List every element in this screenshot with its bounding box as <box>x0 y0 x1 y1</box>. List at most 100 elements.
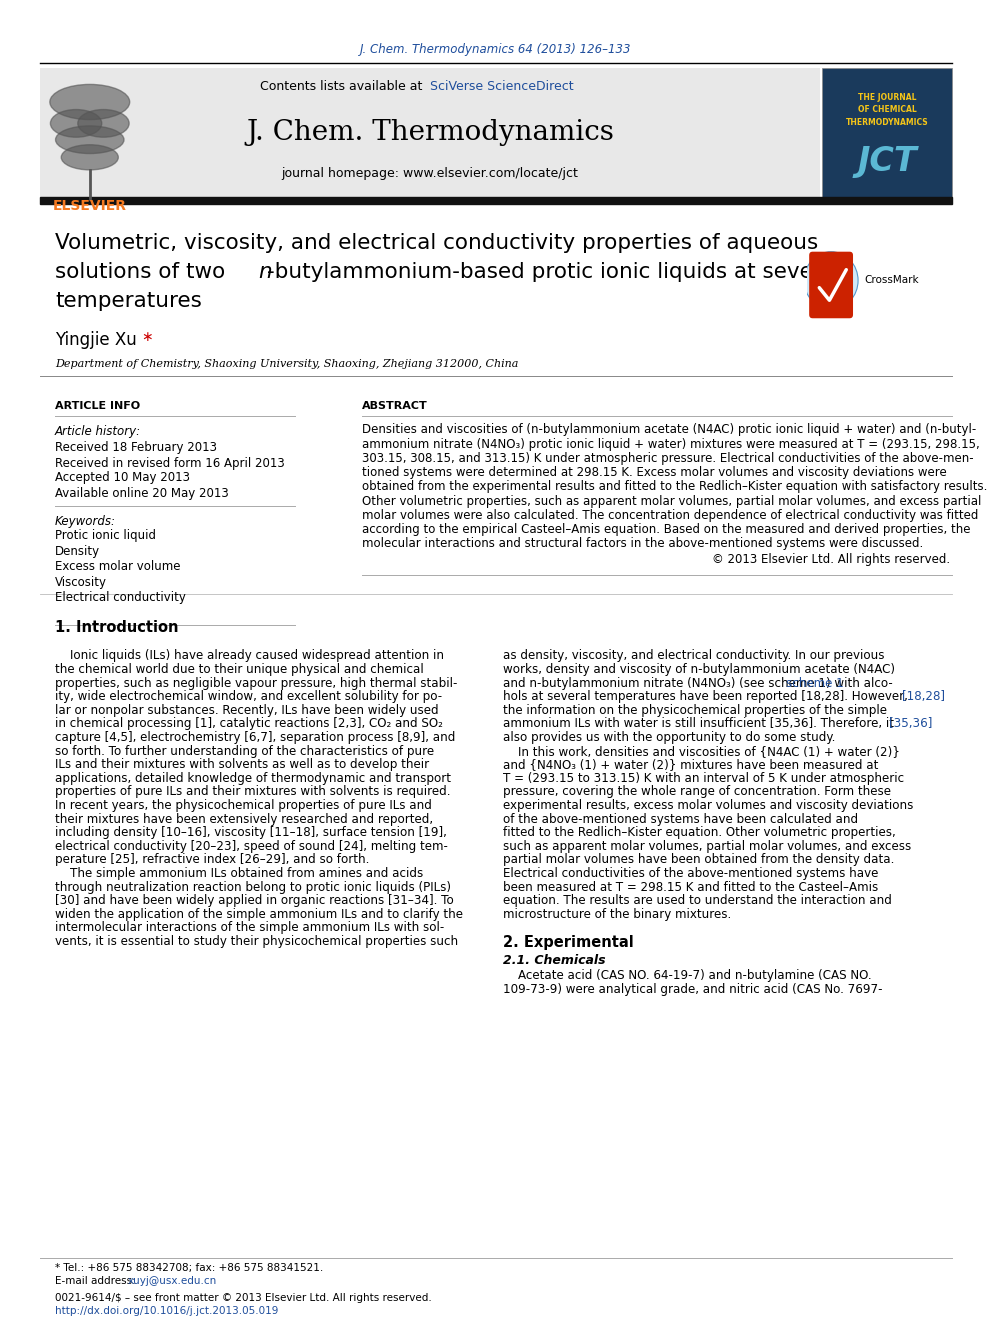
FancyBboxPatch shape <box>40 67 820 198</box>
Text: temperatures: temperatures <box>55 291 202 311</box>
Text: -butylammonium-based protic ionic liquids at several: -butylammonium-based protic ionic liquid… <box>267 262 841 282</box>
Text: JCT: JCT <box>857 146 917 179</box>
Text: Density: Density <box>55 545 100 558</box>
Text: their mixtures have been extensively researched and reported,: their mixtures have been extensively res… <box>55 812 434 826</box>
Text: ity, wide electrochemical window, and excellent solubility for po-: ity, wide electrochemical window, and ex… <box>55 691 442 704</box>
Text: J. Chem. Thermodynamics 64 (2013) 126–133: J. Chem. Thermodynamics 64 (2013) 126–13… <box>360 44 632 57</box>
Text: hols at several temperatures have been reported [18,28]. However,: hols at several temperatures have been r… <box>503 691 908 704</box>
Text: intermolecular interactions of the simple ammonium ILs with sol-: intermolecular interactions of the simpl… <box>55 922 444 934</box>
Text: © 2013 Elsevier Ltd. All rights reserved.: © 2013 Elsevier Ltd. All rights reserved… <box>712 553 950 566</box>
Text: 2.1. Chemicals: 2.1. Chemicals <box>503 954 606 967</box>
Text: T = (293.15 to 313.15) K with an interval of 5 K under atmospheric: T = (293.15 to 313.15) K with an interva… <box>503 771 904 785</box>
Text: been measured at T = 298.15 K and fitted to the Casteel–Amis: been measured at T = 298.15 K and fitted… <box>503 881 878 894</box>
Text: electrical conductivity [20–23], speed of sound [24], melting tem-: electrical conductivity [20–23], speed o… <box>55 840 447 853</box>
Text: Article history:: Article history: <box>55 426 141 438</box>
Text: microstructure of the binary mixtures.: microstructure of the binary mixtures. <box>503 908 731 921</box>
Text: as density, viscosity, and electrical conductivity. In our previous: as density, viscosity, and electrical co… <box>503 650 885 663</box>
Text: the information on the physicochemical properties of the simple: the information on the physicochemical p… <box>503 704 887 717</box>
Text: n: n <box>258 262 272 282</box>
Text: Viscosity: Viscosity <box>55 576 107 589</box>
Text: SciVerse ScienceDirect: SciVerse ScienceDirect <box>430 81 573 94</box>
Text: Keywords:: Keywords: <box>55 515 116 528</box>
Text: Other volumetric properties, such as apparent molar volumes, partial molar volum: Other volumetric properties, such as app… <box>362 495 981 508</box>
Text: 0021-9614/$ – see front matter © 2013 Elsevier Ltd. All rights reserved.: 0021-9614/$ – see front matter © 2013 El… <box>55 1293 432 1303</box>
Text: perature [25], refractive index [26–29], and so forth.: perature [25], refractive index [26–29],… <box>55 853 369 867</box>
Text: such as apparent molar volumes, partial molar volumes, and excess: such as apparent molar volumes, partial … <box>503 840 912 853</box>
Text: ABSTRACT: ABSTRACT <box>362 401 428 411</box>
Text: Ionic liquids (ILs) have already caused widespread attention in: Ionic liquids (ILs) have already caused … <box>55 650 444 663</box>
Text: and {N4NO₃ (1) + water (2)} mixtures have been measured at: and {N4NO₃ (1) + water (2)} mixtures hav… <box>503 758 878 771</box>
Text: widen the application of the simple ammonium ILs and to clarify the: widen the application of the simple ammo… <box>55 908 463 921</box>
Text: Yingjie Xu: Yingjie Xu <box>55 331 137 349</box>
Text: solutions of two: solutions of two <box>55 262 232 282</box>
Text: and n-butylammonium nitrate (N4NO₃) (see scheme 1) with alco-: and n-butylammonium nitrate (N4NO₃) (see… <box>503 676 893 689</box>
Text: [35,36]: [35,36] <box>889 717 932 730</box>
Text: ILs and their mixtures with solvents as well as to develop their: ILs and their mixtures with solvents as … <box>55 758 430 771</box>
Bar <box>822 67 952 198</box>
Text: Available online 20 May 2013: Available online 20 May 2013 <box>55 487 229 500</box>
Text: scheme 1: scheme 1 <box>786 676 844 689</box>
Text: ∗: ∗ <box>141 329 153 344</box>
Text: 1. Introduction: 1. Introduction <box>55 620 179 635</box>
Text: THE JOURNAL
OF CHEMICAL
THERMODYNAMICS: THE JOURNAL OF CHEMICAL THERMODYNAMICS <box>846 93 929 127</box>
Bar <box>40 197 952 204</box>
FancyBboxPatch shape <box>809 251 853 319</box>
Text: molar volumes were also calculated. The concentration dependence of electrical c: molar volumes were also calculated. The … <box>362 509 978 521</box>
Text: Protic ionic liquid: Protic ionic liquid <box>55 529 156 542</box>
Ellipse shape <box>56 126 124 153</box>
Text: Received 18 February 2013: Received 18 February 2013 <box>55 442 217 455</box>
Text: * Tel.: +86 575 88342708; fax: +86 575 88341521.: * Tel.: +86 575 88342708; fax: +86 575 8… <box>55 1263 323 1273</box>
Text: equation. The results are used to understand the interaction and: equation. The results are used to unders… <box>503 894 892 908</box>
Text: Electrical conductivities of the above-mentioned systems have: Electrical conductivities of the above-m… <box>503 867 878 880</box>
Text: xuyj@usx.edu.cn: xuyj@usx.edu.cn <box>128 1275 217 1286</box>
Text: according to the empirical Casteel–Amis equation. Based on the measured and deri: according to the empirical Casteel–Amis … <box>362 523 970 536</box>
Text: journal homepage: www.elsevier.com/locate/jct: journal homepage: www.elsevier.com/locat… <box>282 167 578 180</box>
Text: including density [10–16], viscosity [11–18], surface tension [19],: including density [10–16], viscosity [11… <box>55 827 446 839</box>
Text: tioned systems were determined at 298.15 K. Excess molar volumes and viscosity d: tioned systems were determined at 298.15… <box>362 466 946 479</box>
Text: through neutralization reaction belong to protic ionic liquids (PILs): through neutralization reaction belong t… <box>55 881 451 894</box>
Text: in chemical processing [1], catalytic reactions [2,3], CO₂ and SO₂: in chemical processing [1], catalytic re… <box>55 717 442 730</box>
Text: 303.15, 308.15, and 313.15) K under atmospheric pressure. Electrical conductivit: 303.15, 308.15, and 313.15) K under atmo… <box>362 452 973 464</box>
Text: The simple ammonium ILs obtained from amines and acids: The simple ammonium ILs obtained from am… <box>55 867 424 880</box>
Text: molecular interactions and structural factors in the above-mentioned systems wer: molecular interactions and structural fa… <box>362 537 924 550</box>
Text: ELSEVIER: ELSEVIER <box>53 198 127 213</box>
Text: the chemical world due to their unique physical and chemical: the chemical world due to their unique p… <box>55 663 424 676</box>
Text: Accepted 10 May 2013: Accepted 10 May 2013 <box>55 471 190 484</box>
Text: ammonium nitrate (N4NO₃) protic ionic liquid + water) mixtures were measured at : ammonium nitrate (N4NO₃) protic ionic li… <box>362 438 980 451</box>
Text: In recent years, the physicochemical properties of pure ILs and: In recent years, the physicochemical pro… <box>55 799 432 812</box>
Text: Excess molar volume: Excess molar volume <box>55 561 181 573</box>
Text: lar or nonpolar substances. Recently, ILs have been widely used: lar or nonpolar substances. Recently, IL… <box>55 704 438 717</box>
Text: vents, it is essential to study their physicochemical properties such: vents, it is essential to study their ph… <box>55 935 458 949</box>
Text: 109-73-9) were analytical grade, and nitric acid (CAS No. 7697-: 109-73-9) were analytical grade, and nit… <box>503 983 883 996</box>
Ellipse shape <box>77 110 129 138</box>
Text: Densities and viscosities of (n-butylammonium acetate (N4AC) protic ionic liquid: Densities and viscosities of (n-butylamm… <box>362 423 976 437</box>
Text: of the above-mentioned systems have been calculated and: of the above-mentioned systems have been… <box>503 812 858 826</box>
Text: http://dx.doi.org/10.1016/j.jct.2013.05.019: http://dx.doi.org/10.1016/j.jct.2013.05.… <box>55 1306 279 1316</box>
Text: so forth. To further understanding of the characteristics of pure: so forth. To further understanding of th… <box>55 745 434 758</box>
Ellipse shape <box>62 144 118 169</box>
Text: capture [4,5], electrochemistry [6,7], separation process [8,9], and: capture [4,5], electrochemistry [6,7], s… <box>55 732 455 744</box>
Text: fitted to the Redlich–Kister equation. Other volumetric properties,: fitted to the Redlich–Kister equation. O… <box>503 827 896 839</box>
Text: also provides us with the opportunity to do some study.: also provides us with the opportunity to… <box>503 732 835 744</box>
Text: 2. Experimental: 2. Experimental <box>503 934 634 950</box>
Text: properties, such as negligible vapour pressure, high thermal stabil-: properties, such as negligible vapour pr… <box>55 676 457 689</box>
Text: J. Chem. Thermodynamics: J. Chem. Thermodynamics <box>246 119 614 146</box>
Text: properties of pure ILs and their mixtures with solvents is required.: properties of pure ILs and their mixture… <box>55 786 450 799</box>
Text: partial molar volumes have been obtained from the density data.: partial molar volumes have been obtained… <box>503 853 895 867</box>
Text: Department of Chemistry, Shaoxing University, Shaoxing, Zhejiang 312000, China: Department of Chemistry, Shaoxing Univer… <box>55 359 519 369</box>
Text: pressure, covering the whole range of concentration. Form these: pressure, covering the whole range of co… <box>503 786 891 799</box>
Ellipse shape <box>50 85 130 119</box>
Text: Acetate acid (CAS NO. 64-19-7) and n-butylamine (CAS NO.: Acetate acid (CAS NO. 64-19-7) and n-but… <box>503 970 872 983</box>
Text: experimental results, excess molar volumes and viscosity deviations: experimental results, excess molar volum… <box>503 799 914 812</box>
Text: Received in revised form 16 April 2013: Received in revised form 16 April 2013 <box>55 456 285 470</box>
Text: CrossMark: CrossMark <box>865 275 920 286</box>
Text: [30] and have been widely applied in organic reactions [31–34]. To: [30] and have been widely applied in org… <box>55 894 453 908</box>
Ellipse shape <box>51 110 102 138</box>
Text: Electrical conductivity: Electrical conductivity <box>55 591 186 605</box>
Text: In this work, densities and viscosities of {N4AC (1) + water (2)}: In this work, densities and viscosities … <box>503 745 900 758</box>
Text: ARTICLE INFO: ARTICLE INFO <box>55 401 140 411</box>
Text: applications, detailed knowledge of thermodynamic and transport: applications, detailed knowledge of ther… <box>55 771 451 785</box>
Circle shape <box>805 251 858 310</box>
Text: [18,28]: [18,28] <box>902 691 945 704</box>
Text: ammonium ILs with water is still insufficient [35,36]. Therefore, it: ammonium ILs with water is still insuffi… <box>503 717 894 730</box>
